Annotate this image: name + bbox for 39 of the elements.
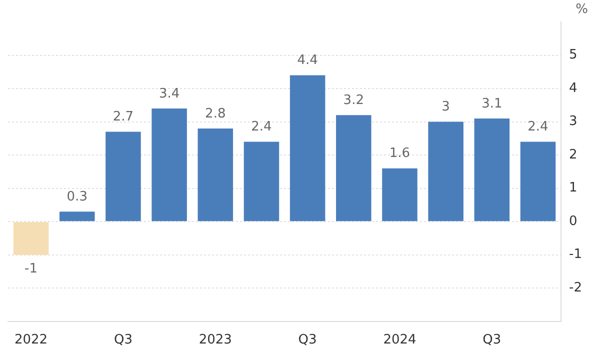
bar: [198, 128, 234, 222]
bar: [336, 115, 372, 222]
bar: [382, 168, 418, 222]
bar: [152, 108, 187, 222]
y-axis-title: %: [576, 2, 588, 17]
y-tick-label: 0: [569, 214, 578, 229]
bar: [520, 142, 556, 222]
x-tick-label: Q3: [298, 332, 317, 348]
data-label: 3.4: [158, 86, 180, 102]
bar: [474, 118, 510, 222]
data-label: -1: [24, 262, 38, 277]
bar: [13, 222, 49, 255]
bar: [60, 212, 95, 222]
data-label: 2.7: [112, 110, 134, 125]
x-tick-label: 2023: [198, 332, 232, 348]
data-label: 1.6: [389, 146, 410, 162]
data-label: 3.1: [482, 96, 502, 112]
y-tick-label: 3: [569, 114, 578, 130]
y-tick-label: 1: [569, 180, 578, 196]
data-label: 3: [442, 100, 450, 115]
y-tick-label: -2: [569, 280, 582, 296]
data-label: 0.3: [66, 189, 88, 204]
x-tick-label: Q3: [114, 332, 132, 348]
data-label: 2.8: [205, 106, 226, 122]
data-label: 3.2: [343, 93, 364, 108]
y-tick-label: 2: [569, 147, 578, 162]
data-label: 2.4: [528, 120, 548, 135]
y-tick-label: -1: [569, 247, 582, 262]
x-tick-label: 2022: [14, 332, 48, 348]
bar: [290, 75, 326, 222]
data-label: 2.4: [251, 120, 272, 135]
y-tick-label: 5: [569, 48, 578, 63]
bar: [428, 122, 464, 222]
data-label: 4.4: [297, 53, 318, 68]
bar: [244, 142, 280, 222]
x-tick-label: 2024: [383, 332, 416, 348]
x-tick-label: Q3: [482, 332, 502, 348]
bar: [106, 132, 141, 222]
y-tick-label: 4: [569, 80, 578, 96]
